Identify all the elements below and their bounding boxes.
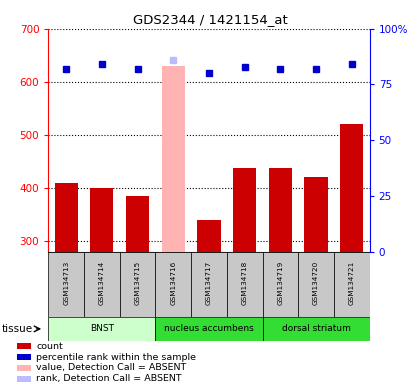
Text: GSM134713: GSM134713 xyxy=(63,261,69,305)
FancyBboxPatch shape xyxy=(262,252,298,317)
Bar xyxy=(162,66,185,252)
FancyBboxPatch shape xyxy=(334,252,370,317)
Bar xyxy=(233,168,256,252)
Text: GSM134719: GSM134719 xyxy=(277,261,284,305)
Bar xyxy=(17,354,31,360)
Bar xyxy=(340,124,363,252)
Text: GDS2344 / 1421154_at: GDS2344 / 1421154_at xyxy=(133,13,287,26)
Text: tissue: tissue xyxy=(2,324,33,334)
Text: percentile rank within the sample: percentile rank within the sample xyxy=(36,353,196,362)
Text: GSM134714: GSM134714 xyxy=(99,261,105,305)
FancyBboxPatch shape xyxy=(191,252,227,317)
Text: rank, Detection Call = ABSENT: rank, Detection Call = ABSENT xyxy=(36,374,182,383)
FancyBboxPatch shape xyxy=(84,252,120,317)
Text: GSM134718: GSM134718 xyxy=(241,261,248,305)
Bar xyxy=(90,188,113,252)
Text: BNST: BNST xyxy=(90,324,114,333)
FancyBboxPatch shape xyxy=(48,317,155,341)
Text: nucleus accumbens: nucleus accumbens xyxy=(164,324,254,333)
Bar xyxy=(197,220,220,252)
Text: dorsal striatum: dorsal striatum xyxy=(282,324,350,333)
FancyBboxPatch shape xyxy=(298,252,334,317)
Bar xyxy=(17,343,31,349)
Bar xyxy=(269,168,292,252)
Bar xyxy=(304,177,328,252)
Text: count: count xyxy=(36,342,63,351)
FancyBboxPatch shape xyxy=(48,252,84,317)
FancyBboxPatch shape xyxy=(155,252,191,317)
Text: GSM134716: GSM134716 xyxy=(170,261,176,305)
Text: GSM134715: GSM134715 xyxy=(134,261,141,305)
Bar xyxy=(17,365,31,371)
Bar xyxy=(17,376,31,382)
Text: value, Detection Call = ABSENT: value, Detection Call = ABSENT xyxy=(36,363,186,372)
FancyBboxPatch shape xyxy=(120,252,155,317)
Text: GSM134717: GSM134717 xyxy=(206,261,212,305)
Bar xyxy=(55,182,78,252)
FancyBboxPatch shape xyxy=(262,317,370,341)
FancyBboxPatch shape xyxy=(155,317,262,341)
Bar xyxy=(126,196,149,252)
Text: GSM134721: GSM134721 xyxy=(349,261,355,305)
Text: GSM134720: GSM134720 xyxy=(313,261,319,305)
FancyBboxPatch shape xyxy=(227,252,262,317)
